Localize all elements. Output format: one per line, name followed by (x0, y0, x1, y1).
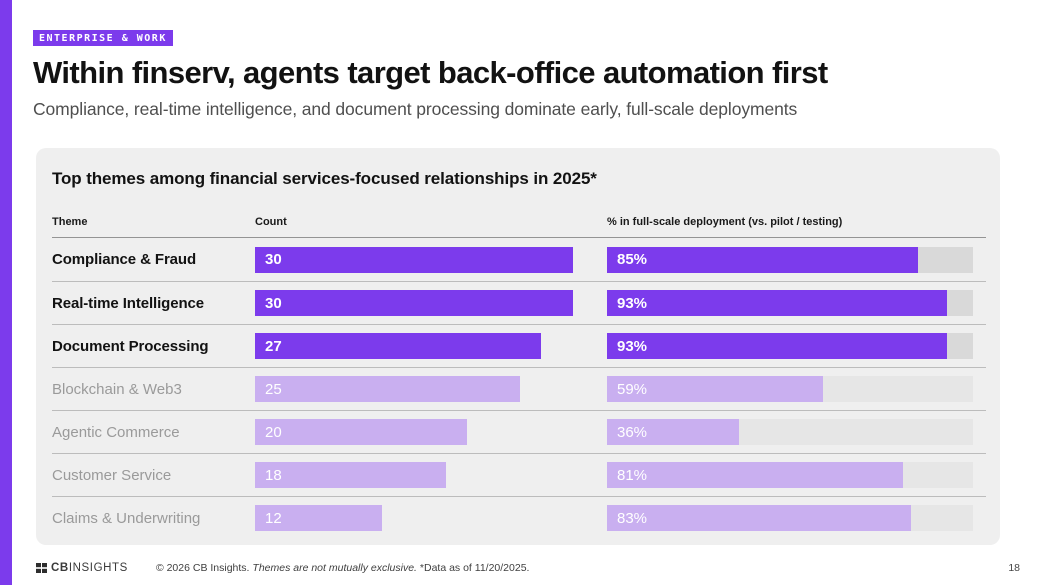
chart-title: Top themes among financial services-focu… (52, 169, 597, 188)
cbinsights-logo-icon (36, 563, 47, 573)
percent-value: 93% (617, 337, 648, 355)
slide-footer: CBINSIGHTS © 2026 CB Insights. Themes ar… (36, 559, 1020, 577)
column-header-count: Count (255, 216, 287, 228)
cbinsights-logo-text: CBINSIGHTS (51, 562, 128, 574)
theme-label: Customer Service (52, 466, 172, 484)
theme-label: Agentic Commerce (52, 423, 180, 441)
count-bar-track: 30 (255, 290, 573, 316)
percent-value: 36% (617, 423, 648, 441)
column-header-theme: Theme (52, 216, 88, 228)
table-row: Agentic Commerce 20 36% (52, 410, 986, 453)
theme-label: Claims & Underwriting (52, 509, 201, 527)
theme-label: Real-time Intelligence (52, 294, 205, 312)
count-value: 27 (265, 337, 282, 355)
page-title: Within finserv, agents target back-offic… (33, 55, 828, 90)
percent-bar-track: 36% (607, 419, 973, 445)
count-bar-track: 25 (255, 376, 573, 402)
percent-bar-track: 85% (607, 246, 973, 273)
category-tag: ENTERPRISE & WORK (33, 30, 173, 46)
count-bar-track: 18 (255, 462, 573, 488)
logo-text-insights: INSIGHTS (68, 562, 128, 574)
percent-bar-track: 59% (607, 376, 973, 402)
percent-bar: 85% (607, 246, 919, 273)
footnote-italic: Themes are not mutually exclusive. (252, 562, 417, 574)
page-subtitle: Compliance, real-time intelligence, and … (33, 99, 798, 119)
percent-cell: 93% (607, 333, 986, 359)
percent-value: 93% (617, 294, 648, 312)
percent-value: 83% (617, 509, 648, 527)
chart-card: Top themes among financial services-focu… (36, 148, 1000, 545)
count-value: 12 (265, 509, 282, 527)
count-bar: 25 (255, 376, 520, 402)
count-bar: 12 (255, 505, 383, 531)
percent-cell: 83% (607, 505, 986, 531)
percent-bar-track: 83% (607, 505, 973, 531)
percent-bar-track: 81% (607, 462, 973, 488)
column-header-percent: % in full-scale deployment (vs. pilot / … (607, 216, 843, 228)
count-value: 30 (265, 294, 282, 312)
theme-label: Blockchain & Web3 (52, 380, 182, 398)
percent-bar-track: 93% (607, 333, 973, 359)
percent-cell: 93% (607, 290, 986, 316)
percent-value: 59% (617, 380, 648, 398)
theme-rows: Compliance & Fraud 30 85% Real-time Inte… (52, 238, 986, 539)
logo-text-cb: CB (51, 562, 69, 574)
table-row: Claims & Underwriting 12 83% (52, 496, 986, 539)
percent-bar: 81% (607, 462, 904, 488)
count-bar-track: 20 (255, 419, 573, 445)
percent-cell: 59% (607, 376, 986, 402)
theme-label: Document Processing (52, 337, 209, 355)
footer-note: © 2026 CB Insights. Themes are not mutua… (156, 562, 530, 574)
count-bar: 30 (255, 246, 573, 273)
percent-bar: 93% (607, 333, 948, 359)
column-header-row: Theme Count % in full-scale deployment (… (52, 216, 986, 238)
percent-bar: 36% (607, 419, 739, 445)
count-bar-track: 27 (255, 333, 573, 359)
percent-cell: 81% (607, 462, 986, 488)
percent-bar: 59% (607, 376, 823, 402)
cbinsights-logo: CBINSIGHTS (36, 562, 128, 574)
count-value: 25 (265, 380, 282, 398)
percent-value: 85% (617, 251, 648, 268)
percent-bar: 83% (607, 505, 911, 531)
count-bar-track: 30 (255, 246, 573, 273)
accent-strip (0, 0, 12, 585)
slide-header: ENTERPRISE & WORK Within finserv, agents… (33, 28, 993, 120)
table-row: Customer Service 18 81% (52, 453, 986, 496)
count-bar: 20 (255, 419, 467, 445)
percent-bar-track: 93% (607, 290, 973, 316)
count-bar-track: 12 (255, 505, 573, 531)
percent-value: 81% (617, 466, 648, 484)
copyright-text: © 2026 CB Insights. (155, 562, 250, 574)
count-bar: 27 (255, 333, 542, 359)
table-row: Real-time Intelligence 30 93% (52, 281, 986, 324)
theme-label: Compliance & Fraud (52, 251, 197, 268)
percent-cell: 85% (607, 246, 986, 273)
table-row: Compliance & Fraud 30 85% (52, 238, 986, 281)
percent-cell: 36% (607, 419, 986, 445)
count-bar: 18 (255, 462, 446, 488)
page-number: 18 (1008, 562, 1020, 574)
table-row: Document Processing 27 93% (52, 324, 986, 367)
count-value: 18 (265, 466, 282, 484)
count-value: 30 (265, 251, 282, 268)
percent-bar: 93% (607, 290, 948, 316)
count-bar: 30 (255, 290, 573, 316)
data-as-of-text: *Data as of 11/20/2025. (419, 562, 530, 574)
count-value: 20 (265, 423, 282, 441)
table-row: Blockchain & Web3 25 59% (52, 367, 986, 410)
